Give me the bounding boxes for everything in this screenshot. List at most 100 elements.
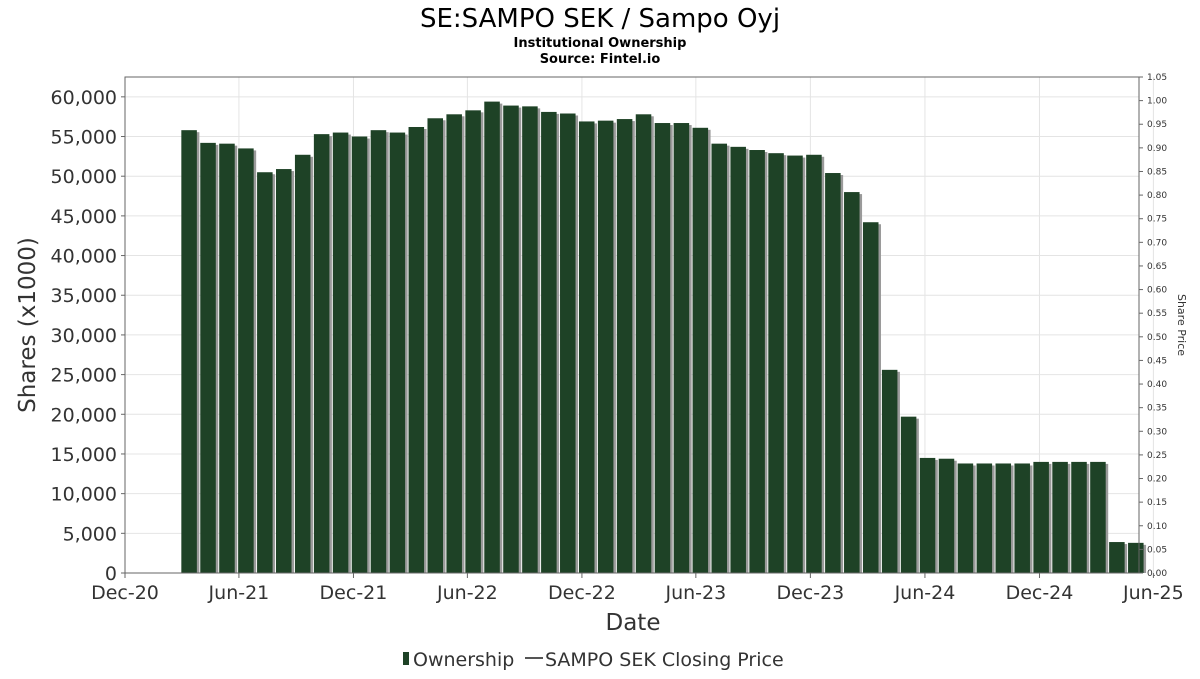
bar [749, 150, 768, 573]
bar [370, 130, 389, 573]
bar [768, 153, 787, 573]
bar [578, 121, 597, 574]
bar [692, 127, 711, 573]
y2-tick-label: 0.90 [1147, 144, 1167, 154]
y-tick-label: 0 [105, 563, 117, 585]
bar-fill [257, 172, 273, 573]
bar [806, 154, 825, 573]
bar [616, 119, 635, 574]
y2-tick-label: 0.05 [1147, 545, 1167, 555]
bar-fill [1052, 461, 1068, 573]
bar [276, 169, 295, 573]
y2-tick-label: 0.95 [1147, 120, 1167, 130]
bar [673, 123, 692, 573]
y2-tick-label: 0.85 [1147, 167, 1167, 177]
bar [844, 192, 863, 573]
bar [711, 143, 730, 573]
bar [1033, 461, 1052, 573]
y2-tick-label: 1.00 [1147, 97, 1167, 107]
bar-fill [294, 154, 311, 573]
bar [560, 113, 579, 573]
bar-fill [200, 142, 216, 573]
bar [200, 142, 219, 573]
bar [825, 173, 844, 573]
x-tick-label: Dec-22 [548, 582, 616, 604]
chart-title: SE:SAMPO SEK / Sampo Oyj [420, 4, 780, 34]
y2-tick-label: 0.10 [1147, 522, 1167, 532]
bar-fill [597, 120, 614, 573]
bar [976, 463, 995, 573]
bar [597, 120, 616, 573]
x-tick-label: Jun-23 [664, 582, 726, 604]
bar-fill [806, 154, 822, 573]
y2-tick-label: 0.80 [1147, 191, 1167, 201]
y-tick-label: 45,000 [51, 206, 117, 228]
y2-tick-label: 0.50 [1147, 333, 1167, 343]
bar-fill [844, 192, 860, 573]
bar [427, 118, 446, 573]
x-tick-label: Dec-23 [776, 582, 844, 604]
bar [938, 458, 957, 573]
y-tick-label: 40,000 [51, 246, 117, 268]
bar-fill [503, 105, 519, 573]
bar-fill [332, 132, 349, 573]
x-tick-label: Dec-21 [320, 582, 388, 604]
x-axis-label: Date [606, 610, 661, 636]
bar [484, 101, 503, 574]
bar [219, 143, 238, 573]
bar [351, 136, 370, 573]
x-tick-label: Jun-21 [208, 582, 270, 604]
bar-fill [389, 132, 406, 573]
bar [389, 132, 408, 573]
x-tick-label: Dec-20 [91, 582, 159, 604]
bar [654, 123, 673, 573]
y-tick-label: 50,000 [51, 166, 117, 188]
bar-fill [578, 121, 595, 574]
legend-ownership-swatch [403, 652, 409, 665]
bar-fill [351, 136, 368, 573]
y2-tick-label: 0.35 [1147, 404, 1167, 414]
y2-tick-label: 0.45 [1147, 356, 1167, 366]
bar [1052, 461, 1071, 573]
bar [957, 463, 976, 573]
chart-subtitle: Institutional Ownership [514, 36, 687, 51]
bar-fill [181, 130, 197, 573]
y2-tick-label: 0.55 [1147, 309, 1167, 319]
bar-fill [862, 222, 879, 573]
bar-fill [427, 118, 444, 573]
bar-fill [730, 146, 746, 574]
bar-fill [711, 143, 728, 573]
x-tick-label: Jun-24 [894, 582, 956, 604]
bar-fill [635, 114, 652, 574]
y-tick-label: 10,000 [51, 484, 117, 506]
y-tick-label: 20,000 [51, 404, 117, 426]
legend-ownership-label: Ownership [413, 649, 514, 671]
y2-tick-label: 0.15 [1147, 498, 1167, 508]
bar-fill [541, 111, 557, 574]
bar-fill [938, 458, 955, 573]
bar [408, 126, 427, 574]
y-axis-left: 0 5,000 10,000 15,000 20,000 25,000 30,000 35,0… [51, 87, 125, 585]
y2-tick-label: 0.70 [1147, 238, 1167, 248]
bar-fill [692, 127, 709, 573]
bar [730, 146, 749, 574]
bar [294, 154, 313, 573]
bar [1014, 463, 1033, 573]
bar [635, 114, 654, 574]
bar [1090, 461, 1109, 573]
x-tick-label: Dec-24 [1006, 582, 1074, 604]
y2-tick-label: 1.05 [1147, 73, 1167, 83]
bar-fill [219, 143, 235, 573]
x-axis: Dec-20 Jun-21 Dec-21 Jun-22 Dec-22 Jun-23 Dec-… [91, 573, 1184, 604]
bar-fill [995, 463, 1012, 573]
bar [522, 106, 541, 574]
y2-tick-label: 0.65 [1147, 262, 1167, 272]
bar [503, 105, 522, 573]
bar [919, 457, 938, 573]
bar [238, 148, 257, 573]
bar-fill [522, 106, 538, 574]
bar-fill [957, 463, 974, 573]
bar-fill [560, 113, 576, 573]
y-tick-label: 30,000 [51, 325, 117, 347]
